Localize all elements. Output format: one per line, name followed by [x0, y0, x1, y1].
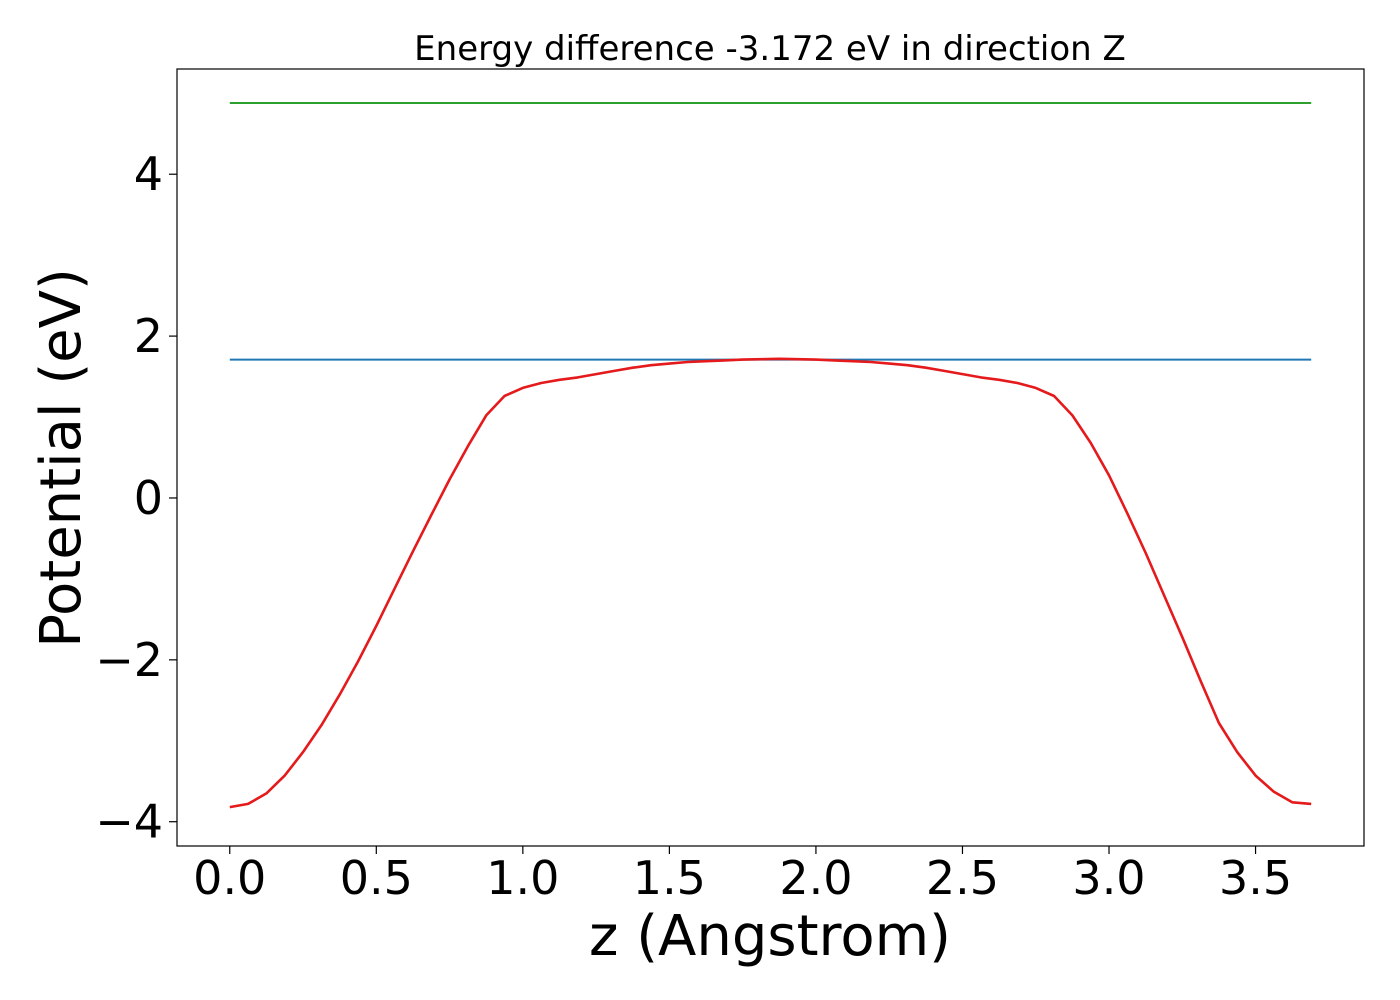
y-axis-label: Potential (eV): [29, 268, 94, 648]
plot-frame: [176, 68, 1365, 847]
y-axis: −4 −2 0 2 4: [95, 147, 177, 849]
series-line-2: [229, 357, 1312, 809]
plot-area: [229, 102, 1312, 809]
chart-title: Energy difference -3.172 eV in direction…: [414, 29, 1126, 69]
x-tick-label: 1.5: [633, 851, 706, 905]
x-tick-label: 3.5: [1219, 851, 1292, 905]
x-tick-label: 2.5: [926, 851, 999, 905]
y-tick-label: −4: [95, 795, 163, 849]
x-axis-label: z (Angstrom): [589, 904, 951, 969]
x-tick-label: 0.5: [340, 851, 413, 905]
x-tick-label: 0.0: [193, 851, 266, 905]
y-tick-label: −2: [95, 633, 163, 687]
x-tick-label: 3.0: [1072, 851, 1145, 905]
x-tick-label: 2.0: [779, 851, 852, 905]
x-axis: 0.0 0.5 1.0 1.5 2.0 2.5 3.0 3.5: [193, 846, 1292, 905]
y-tick-label: 4: [134, 147, 163, 201]
y-tick-label: 2: [134, 309, 163, 363]
x-tick-label: 1.0: [486, 851, 559, 905]
y-tick-label: 0: [134, 471, 163, 525]
